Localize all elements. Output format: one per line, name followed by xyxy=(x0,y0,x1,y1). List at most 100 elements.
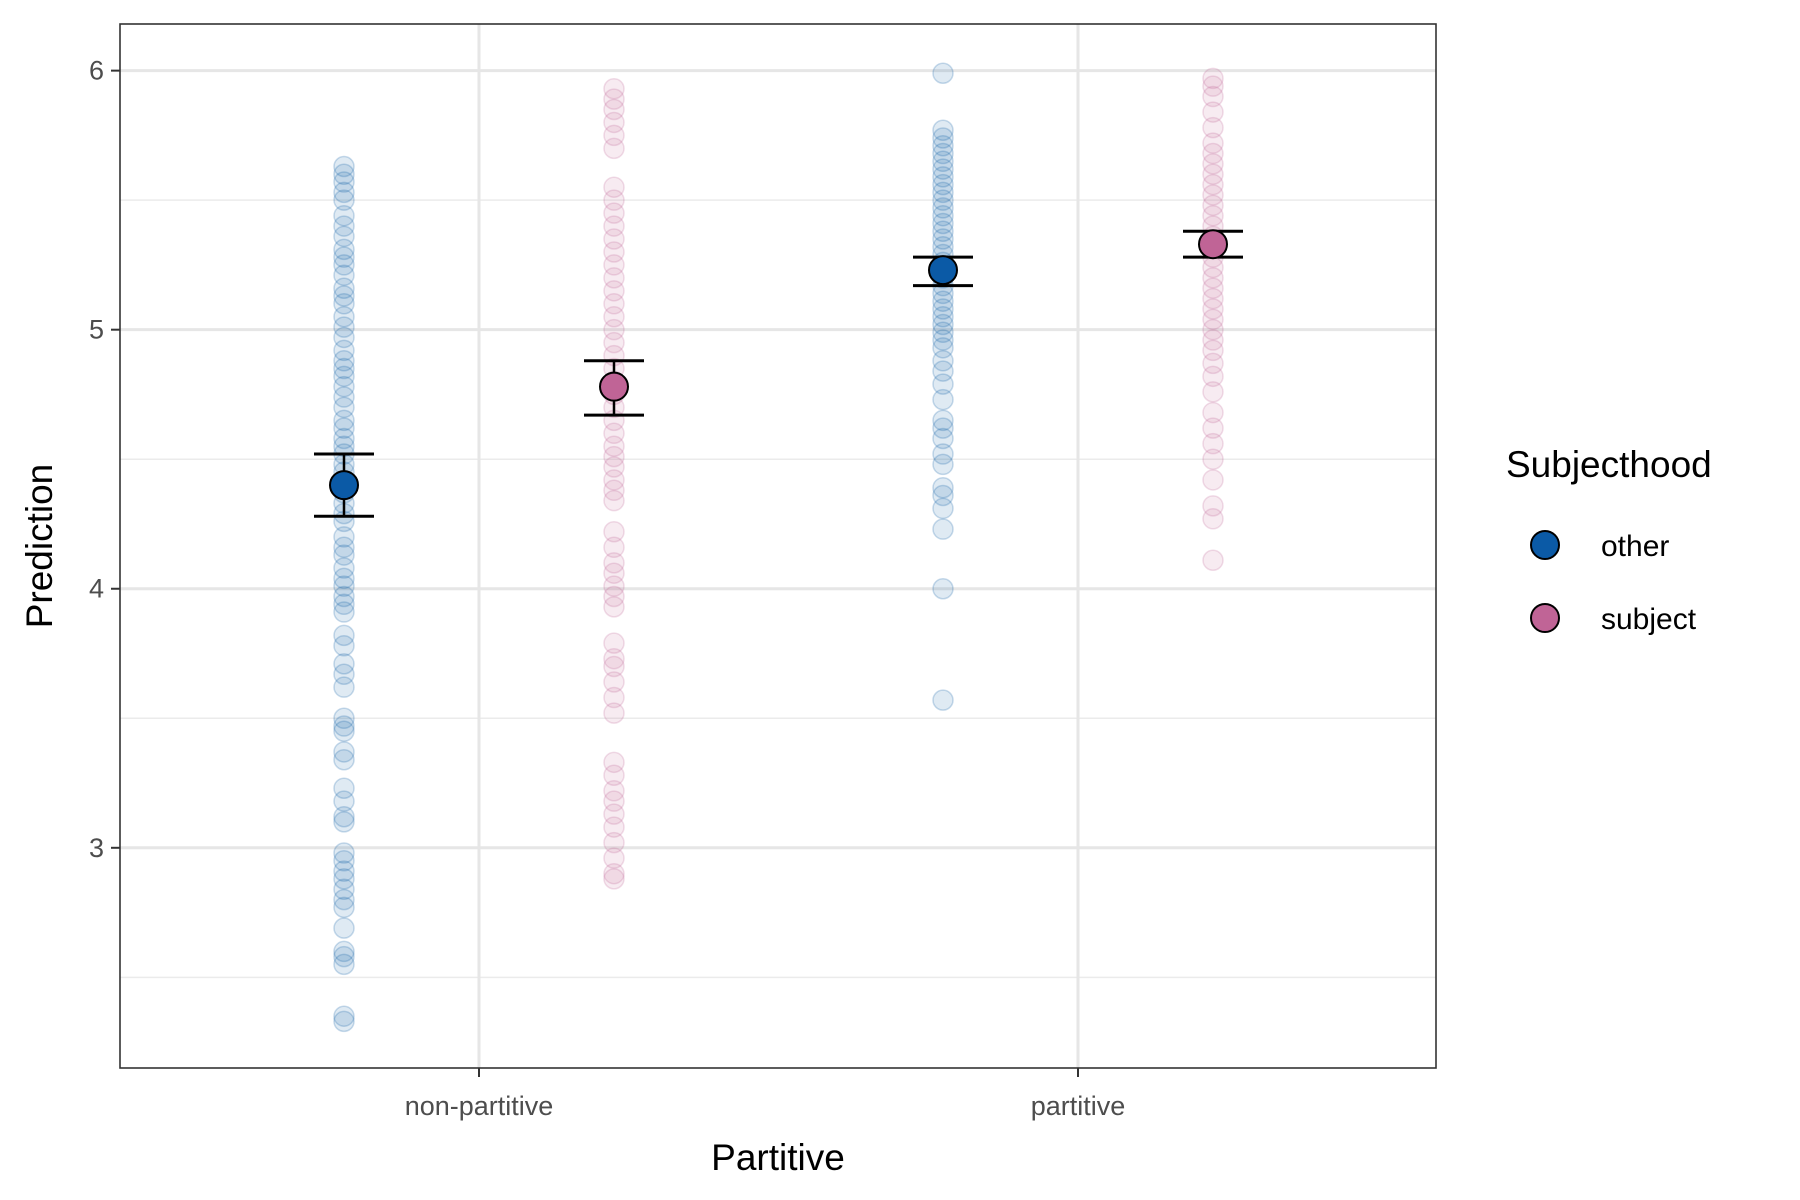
data-point-other xyxy=(932,204,954,227)
data-point-other xyxy=(333,155,355,178)
data-point-other xyxy=(932,189,954,211)
data-point-subject xyxy=(603,868,625,890)
data-point-other xyxy=(333,601,355,623)
data-point-other xyxy=(932,321,954,344)
data-point-subject xyxy=(603,647,625,670)
data-point-subject xyxy=(603,552,625,574)
data-point-other xyxy=(333,316,355,338)
data-point-subject xyxy=(603,111,625,134)
data-point-other xyxy=(333,888,355,911)
data-point-other xyxy=(932,313,954,336)
data-point-other xyxy=(333,350,355,372)
data-point-subject xyxy=(603,137,625,160)
data-point-subject xyxy=(603,521,625,543)
data-point-subject xyxy=(603,189,625,211)
data-point-subject xyxy=(1202,132,1224,154)
data-point-subject xyxy=(603,305,625,328)
data-point-other xyxy=(333,163,355,186)
data-point-other xyxy=(333,805,355,828)
data-point-other xyxy=(932,518,954,540)
data-point-subject xyxy=(603,124,625,147)
data-point-other xyxy=(333,748,355,771)
data-point-subject xyxy=(603,267,625,289)
data-point-subject xyxy=(1202,495,1224,517)
mean-point-subject xyxy=(1198,229,1228,260)
data-point-subject xyxy=(1202,432,1224,455)
data-point-other xyxy=(932,181,954,204)
data-point-other xyxy=(932,173,954,196)
data-point-other xyxy=(333,544,355,566)
data-point-other xyxy=(932,476,954,499)
data-point-other xyxy=(333,277,355,299)
legend-items: other subject xyxy=(1530,530,1697,636)
axes: 3 4 5 6 non-partitive partitive xyxy=(89,56,1125,1121)
data-point-subject xyxy=(603,536,625,559)
data-point-subject xyxy=(1202,173,1224,196)
mean-point-other xyxy=(329,470,359,501)
data-point-other xyxy=(333,254,355,276)
data-point-other xyxy=(333,181,355,204)
y-axis-title: Prediction xyxy=(19,464,60,629)
data-point-other xyxy=(333,357,355,380)
data-point-subject xyxy=(1202,318,1224,341)
y-tick-label: 6 xyxy=(89,56,104,86)
data-point-other xyxy=(932,443,954,465)
data-point-other xyxy=(333,790,355,812)
data-point-other xyxy=(932,350,954,372)
data-point-other xyxy=(333,171,355,193)
data-point-subject xyxy=(1202,116,1224,139)
data-point-other xyxy=(333,624,355,647)
data-point-other xyxy=(333,634,355,657)
data-point-other xyxy=(932,373,954,395)
data-point-other xyxy=(932,337,954,359)
data-point-other xyxy=(333,293,355,315)
data-point-other xyxy=(333,326,355,349)
data-point-other xyxy=(333,720,355,742)
x-axis-title: Partitive xyxy=(711,1137,845,1178)
data-point-subject xyxy=(603,228,625,250)
data-point-subject xyxy=(1202,67,1224,90)
data-point-other xyxy=(333,1010,355,1033)
data-point-other xyxy=(333,575,355,597)
data-point-other xyxy=(932,166,954,188)
data-point-subject xyxy=(603,479,625,502)
data-point-other xyxy=(932,119,954,141)
data-point-other xyxy=(333,842,355,864)
panel-background xyxy=(120,24,1436,1068)
data-point-subject xyxy=(603,469,625,491)
mean-point-subject xyxy=(599,371,629,402)
panel-border xyxy=(119,23,1437,1069)
data-point-other xyxy=(932,417,954,439)
data-point-other xyxy=(932,158,954,180)
data-point-other xyxy=(932,298,954,320)
data-point-subject xyxy=(603,596,625,618)
data-point-other xyxy=(932,150,954,173)
data-point-other xyxy=(932,228,954,250)
data-point-other xyxy=(333,339,355,362)
data-point-other xyxy=(333,215,355,237)
data-point-other xyxy=(333,238,355,261)
data-point-subject xyxy=(1202,469,1224,491)
data-point-other xyxy=(333,945,355,968)
data-point-subject xyxy=(1202,298,1224,320)
data-point-other xyxy=(333,860,355,882)
data-point-other xyxy=(333,427,355,450)
data-point-other xyxy=(333,917,355,939)
data-point-subject xyxy=(1202,267,1224,289)
data-point-subject xyxy=(603,831,625,854)
data-point-other xyxy=(333,396,355,419)
data-point-subject xyxy=(603,435,625,458)
data-point-subject xyxy=(1202,184,1224,206)
data-point-subject xyxy=(603,816,625,838)
data-point-other xyxy=(333,741,355,763)
data-point-other xyxy=(333,850,355,872)
data-point-other xyxy=(932,135,954,157)
data-point-other xyxy=(333,567,355,590)
legend-key-subject xyxy=(1530,603,1560,633)
data-point-subject xyxy=(1202,163,1224,186)
data-point-subject xyxy=(603,489,625,512)
data-point-other xyxy=(333,868,355,890)
mean-point-other xyxy=(928,255,958,286)
data-point-other xyxy=(333,264,355,287)
data-point-subject xyxy=(1202,365,1224,388)
